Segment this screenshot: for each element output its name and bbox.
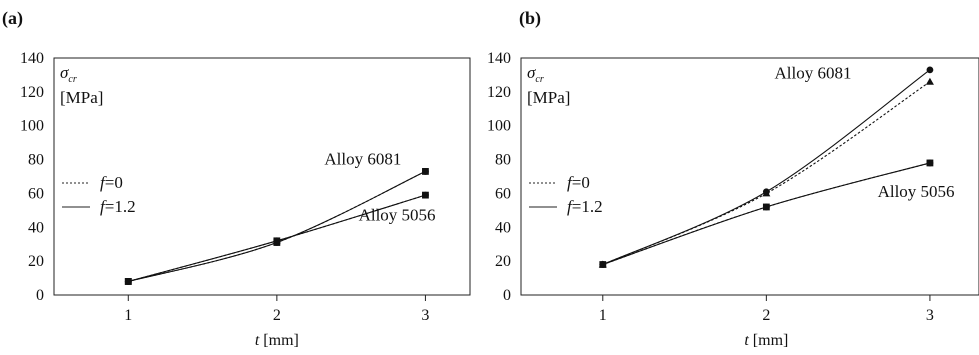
x-tick-label: 1 [124,307,132,324]
series-line [602,81,931,266]
series-alloy-5056-f1_2 [124,191,429,285]
series-alloy-5056-f0 [599,159,934,268]
data-point [926,66,934,74]
x-axis-label: t [mm] [744,332,788,349]
legend-entry: f=1.2 [100,197,136,216]
x-tick-label: 2 [762,307,770,324]
x-tick-label: 1 [599,307,607,324]
y-tick-label: 40 [495,219,511,236]
data-point [925,77,934,85]
y-axis-unit: [MPa] [527,88,570,107]
y-tick-label: 140 [20,50,44,67]
y-tick-label: 20 [495,253,511,270]
y-axis-label: σcr [527,63,544,85]
data-point [926,159,934,167]
y-tick-label: 80 [495,152,511,169]
y-tick-label: 40 [28,219,44,236]
legend-entry: f=0 [567,173,590,192]
series-line [602,162,931,266]
x-axis-label: t [mm] [255,332,299,349]
data-point [599,261,607,268]
series-alloy-5056-f1_2 [599,159,934,268]
y-tick-label: 140 [487,50,511,67]
data-point [422,168,429,175]
y-tick-label: 120 [20,84,44,101]
series-line [128,170,426,282]
chart-panel-1: (a) 0 20 40 60 80 100 120 140 1 2 3 t [mm] σcr [MPa] f=… [2,8,471,349]
series-line [128,170,426,282]
legend-entry: f=0 [100,173,123,192]
y-axis-unit: [MPa] [60,88,103,107]
series-annotation: Alloy 6081 [775,63,852,82]
series-annotation: Alloy 5056 [359,206,436,225]
series-annotation: Alloy 5056 [878,182,955,201]
data-point [124,278,132,285]
plot-frame [520,57,979,296]
panel-label: (b) [519,8,541,29]
series-annotation: Alloy 6081 [324,150,401,169]
y-tick-label: 80 [28,152,44,169]
series-line [602,69,931,266]
y-tick-label: 0 [36,287,44,304]
y-tick-label: 60 [28,185,44,202]
series-alloy-6081-f1_2 [599,66,934,268]
x-tick-label: 3 [421,307,429,324]
series-line [602,162,931,266]
x-tick-label: 3 [926,307,934,324]
data-point [273,237,281,245]
x-tick-label: 2 [273,307,281,324]
chart-panel-2: (b) 0 20 40 60 80 100 120 140 1 2 3 t [mm] σcr [MPa] f=… [487,8,979,349]
data-point [762,188,770,196]
y-tick-label: 20 [28,253,44,270]
y-tick-label: 0 [503,287,511,304]
y-tick-label: 120 [487,84,511,101]
y-tick-label: 100 [487,118,511,135]
series-alloy-6081-f0 [124,168,429,285]
y-tick-label: 100 [20,118,44,135]
y-axis-label: σcr [60,63,77,85]
panel-label: (a) [2,8,23,29]
legend-entry: f=1.2 [567,197,603,216]
series-alloy-6081-f1_2 [124,168,429,285]
y-tick-label: 60 [495,185,511,202]
plot-frame [53,57,471,296]
data-point [762,203,770,211]
data-point [422,191,429,199]
